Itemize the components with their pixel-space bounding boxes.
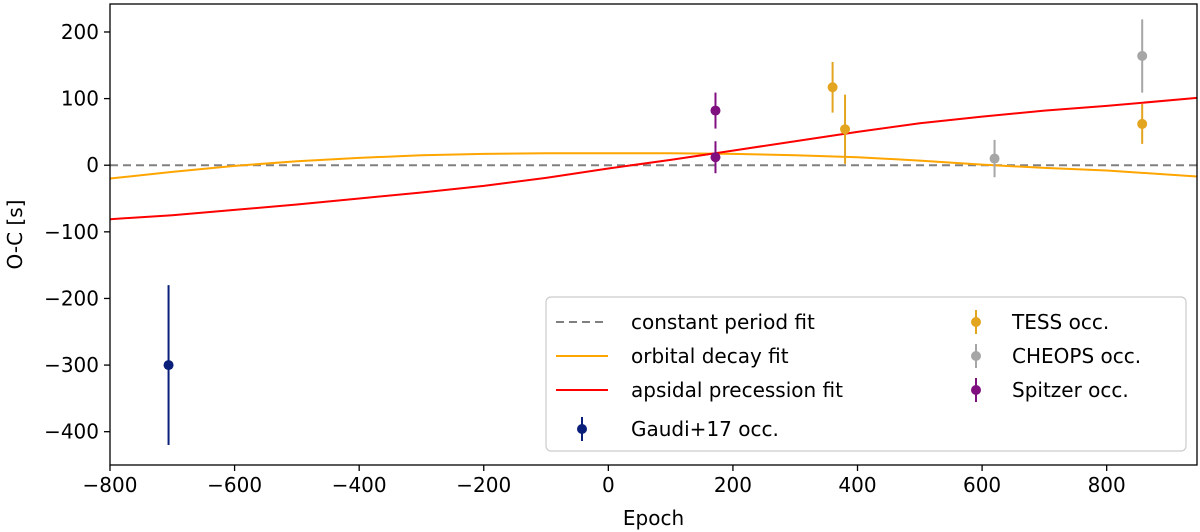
legend: constant period fit orbital decay fit apsi…	[545, 296, 1187, 452]
x-tick-label-1: −600	[207, 473, 262, 497]
legend-label-0-0: constant period fit	[631, 310, 815, 334]
legend-label-0-3: Gaudi+17 occ.	[631, 417, 779, 441]
x-axis-label: Epoch	[623, 506, 684, 530]
y-tick-label-6: 200	[61, 20, 99, 44]
data-point-3-1	[710, 152, 721, 163]
x-tick-label-7: 600	[963, 473, 1001, 497]
legend-label-1-1: CHEOPS occ.	[1012, 344, 1141, 368]
data-point-1-0	[827, 82, 838, 93]
data-point-3-0	[710, 105, 721, 116]
y-tick-label-5: 100	[61, 87, 99, 111]
y-tick-label-0: −400	[44, 420, 99, 444]
y-tick-label-3: −100	[44, 220, 99, 244]
y-tick-label-2: −200	[44, 286, 99, 310]
data-points	[163, 19, 1148, 446]
legend-label-1-2: Spitzer occ.	[1012, 378, 1129, 402]
fit-line-1	[109, 152, 1198, 180]
x-tick-label-2: −400	[332, 473, 387, 497]
y-tick-label-4: 0	[86, 153, 99, 177]
legend-label-0-1: orbital decay fit	[631, 344, 789, 368]
y-axis: −400 −300 −200 −100 0 100 200	[44, 20, 110, 444]
legend-marker-1-1	[971, 351, 981, 361]
x-tick-label-4: 0	[602, 473, 615, 497]
data-point-1-2	[1137, 118, 1148, 129]
legend-marker-0-3	[577, 424, 587, 434]
data-point-1-1	[840, 124, 851, 135]
plot-frame	[109, 3, 1198, 466]
legend-marker-1-2	[971, 385, 981, 395]
x-tick-label-3: −200	[456, 473, 511, 497]
data-point-2-1	[1137, 50, 1148, 61]
x-axis: −800 −600 −400 −200 0 200 400 600 800	[83, 465, 1126, 497]
data-point-2-0	[989, 153, 1000, 164]
y-axis-label: O-C [s]	[3, 200, 27, 270]
legend-label-0-2: apsidal precession fit	[631, 378, 843, 402]
x-tick-label-5: 200	[714, 473, 752, 497]
data-point-0-0	[163, 360, 174, 371]
legend-box	[545, 296, 1187, 452]
x-tick-label-6: 400	[838, 473, 876, 497]
y-tick-label-1: −300	[44, 353, 99, 377]
x-tick-label-8: 800	[1088, 473, 1126, 497]
fit-lines	[109, 96, 1198, 221]
legend-label-1-0: TESS occ.	[1011, 310, 1109, 334]
legend-marker-1-0	[971, 317, 981, 327]
fit-line-2	[109, 96, 1198, 221]
x-tick-label-0: −800	[83, 473, 138, 497]
